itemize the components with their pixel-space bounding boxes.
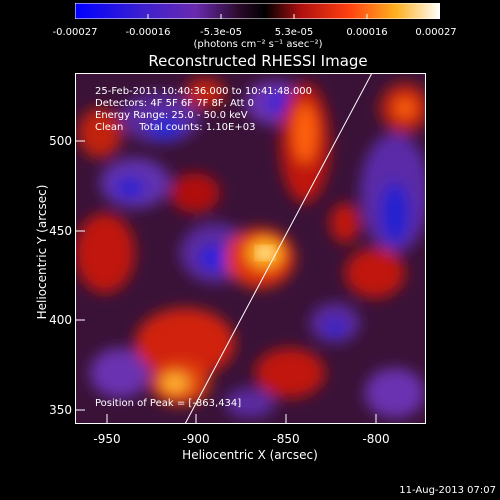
y-tick-label: 400 (49, 313, 72, 327)
x-tick-label: -900 (182, 432, 210, 446)
x-tick-label: -950 (93, 432, 121, 446)
info-clean: Clean Total counts: 1.10E+03 (95, 122, 256, 133)
y-tick-label: 350 (49, 403, 72, 417)
colorbar-tick: 0.00016 (346, 27, 388, 38)
colorbar-tick: 5.3e-05 (274, 27, 314, 38)
x-axis-label: Heliocentric X (arcsec) (182, 448, 318, 462)
colorbar-unit-label: (photons cm⁻² s⁻¹ asec⁻²) (193, 39, 323, 50)
colorbar-tick: -0.00027 (52, 27, 98, 38)
image-title: Reconstructed RHESSI Image (148, 52, 368, 70)
y-axis-label: Heliocentric Y (arcsec) (35, 184, 49, 320)
colorbar (75, 3, 440, 19)
rhessi-image (75, 73, 426, 424)
colorbar-tick: 0.00027 (415, 27, 457, 38)
x-tick-label: -850 (272, 432, 300, 446)
peak-position: Position of Peak = [-863,434] (95, 398, 242, 409)
info-time: 25-Feb-2011 10:40:36.000 to 10:41:48.000 (95, 86, 313, 97)
info-detectors: Detectors: 4F 5F 6F 7F 8F, Att 0 (95, 98, 255, 109)
colorbar-tick: -0.00016 (125, 27, 171, 38)
y-tick-label: 450 (49, 224, 72, 238)
x-tick-label: -800 (362, 432, 390, 446)
timestamp: 11-Aug-2013 07:07 (399, 485, 496, 496)
y-tick-label: 500 (49, 134, 72, 148)
colorbar-tick: -5.3e-05 (200, 27, 242, 38)
info-energy: Energy Range: 25.0 - 50.0 keV (95, 110, 248, 121)
